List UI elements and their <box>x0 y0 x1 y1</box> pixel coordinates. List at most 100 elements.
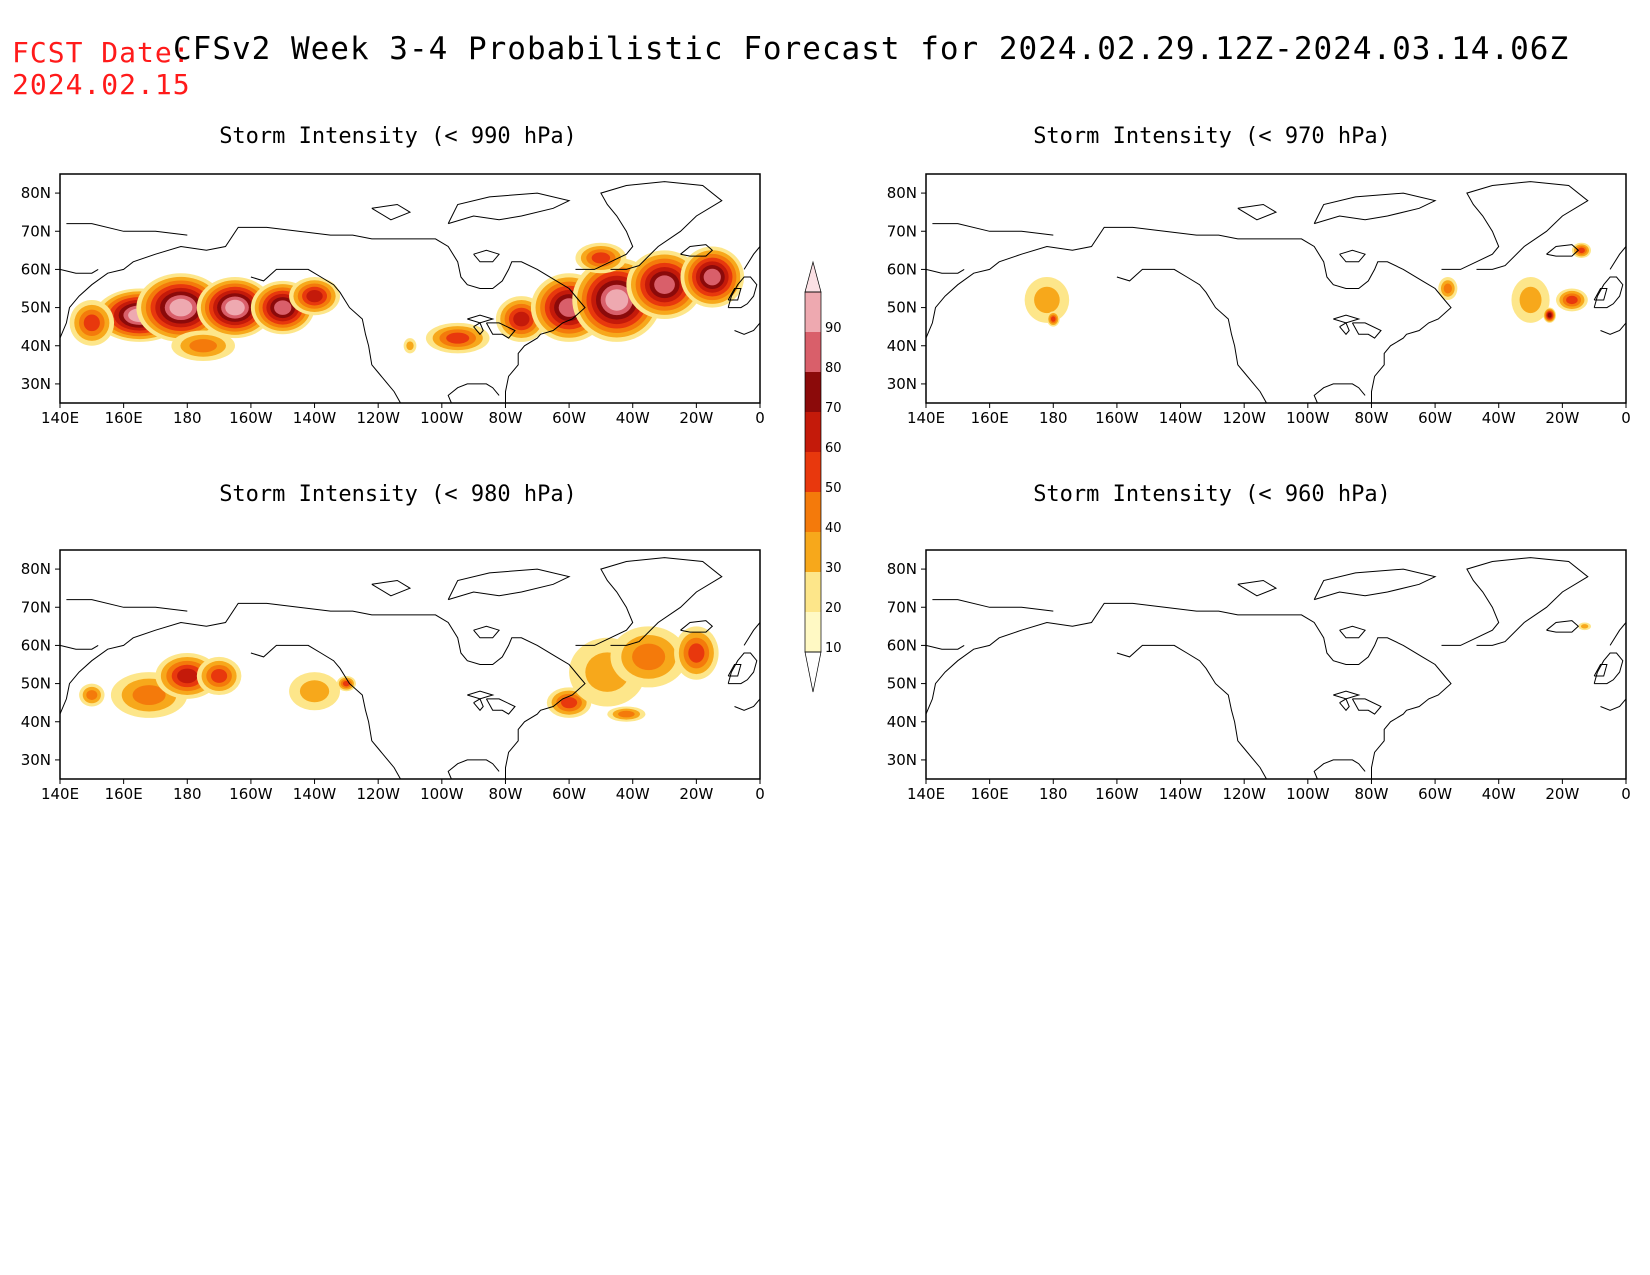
lon-tick-label: 40W <box>616 785 650 803</box>
p980-prob-region-6-40 <box>561 697 578 709</box>
coastline-1 <box>250 644 401 780</box>
coastline-7 <box>1600 322 1627 335</box>
legend-label-60: 60 <box>825 441 842 456</box>
p990-prob-region-4-50 <box>306 290 323 303</box>
lon-tick-label: 140W <box>1159 409 1203 427</box>
panel-title-980: Storm Intensity (< 980 hPa) <box>219 482 577 507</box>
lon-tick-label: 180 <box>1039 785 1068 803</box>
lat-tick-label: 50N <box>887 675 917 693</box>
coastline-0 <box>59 602 586 779</box>
legend-cap-top <box>804 260 822 293</box>
map-panel-970: 140E 160E 180 160W 140W 120W 100W 80W 60W 40W 20W 0… <box>887 173 1631 427</box>
lon-tick-label: 0 <box>755 409 765 427</box>
lon-tick-label: 40W <box>1482 409 1516 427</box>
lon-tick-label: 80W <box>1354 409 1388 427</box>
coastlines <box>59 557 761 780</box>
lat-tick-label: 70N <box>887 598 917 616</box>
coastline-8 <box>1609 246 1627 270</box>
coastline-16 <box>473 698 484 712</box>
coastline-2 <box>1313 383 1366 404</box>
coastline-7 <box>1600 698 1627 711</box>
lon-tick-label: 140W <box>293 785 337 803</box>
coastline-9 <box>1313 192 1437 225</box>
coastline-2 <box>447 383 500 404</box>
coastline-10 <box>1237 579 1278 597</box>
lat-tick-label: 70N <box>887 222 917 240</box>
lon-tick-label: 140W <box>1159 785 1203 803</box>
p970-prob-region-0-20 <box>1034 286 1060 314</box>
coastline-6 <box>1593 288 1608 301</box>
coastline-13 <box>932 223 1054 236</box>
lat-tick-label: 40N <box>887 713 917 731</box>
lon-tick-label: 120W <box>1222 409 1266 427</box>
coastline-10 <box>1237 203 1278 221</box>
lat-tick-label: 70N <box>21 222 51 240</box>
p990-prob-region-1-80 <box>169 298 193 317</box>
coastlines <box>925 181 1627 404</box>
lat-tick-label: 70N <box>21 598 51 616</box>
coastline-4 <box>680 620 714 633</box>
p990-prob-region-12-70 <box>654 275 675 295</box>
lon-tick-label: 100W <box>1286 409 1330 427</box>
p980-prob-region-10-30 <box>618 710 635 718</box>
coastline-8 <box>743 622 761 646</box>
coastline-3 <box>1441 181 1589 270</box>
coastline-3 <box>575 557 723 646</box>
lon-tick-label: 100W <box>420 785 464 803</box>
lon-tick-label: 140E <box>907 409 945 427</box>
coastline-3 <box>575 181 723 270</box>
legend-swatch-6 <box>805 372 821 412</box>
p970-prob-region-3-20 <box>1519 286 1542 314</box>
lon-tick-label: 20W <box>1545 785 1579 803</box>
lon-tick-label: 20W <box>1545 409 1579 427</box>
lat-tick-label: 80N <box>887 184 917 202</box>
map-panel-990: 140E 160E 180 160W 140W 120W 100W 80W 60W 40W 20W 0… <box>21 173 765 427</box>
p990-prob-region-2-80 <box>225 299 245 316</box>
p990-prob-region-5-40 <box>83 314 100 332</box>
coastline-8 <box>743 246 761 270</box>
coastline-15 <box>467 314 495 324</box>
legend-swatch-3 <box>805 492 821 532</box>
probability-field <box>79 626 719 722</box>
p990-prob-region-8-40 <box>446 332 470 344</box>
lon-tick-label: 100W <box>420 409 464 427</box>
legend-label-40: 40 <box>825 521 842 536</box>
p980-prob-region-3-30 <box>86 690 98 700</box>
coastline-1 <box>250 268 401 404</box>
coastline-13 <box>932 599 1054 612</box>
legend-label-10: 10 <box>825 641 842 656</box>
lat-tick-label: 30N <box>887 751 917 769</box>
legend-swatch-1 <box>805 572 821 612</box>
coastline-2 <box>1313 759 1366 780</box>
p970-prob-region-5-40 <box>1566 295 1578 305</box>
lon-tick-label: 80W <box>488 785 522 803</box>
coastline-3 <box>1441 557 1589 646</box>
lon-tick-label: 120W <box>356 785 400 803</box>
lat-tick-label: 50N <box>21 299 51 317</box>
lon-tick-label: 160W <box>229 409 273 427</box>
legend-frame <box>804 291 822 653</box>
lat-tick-label: 30N <box>887 375 917 393</box>
coastline-12 <box>925 268 965 274</box>
p980-prob-region-0-30 <box>132 685 166 705</box>
lon-tick-label: 20W <box>679 785 713 803</box>
coastline-14 <box>485 322 516 339</box>
coastline-6 <box>1593 664 1608 677</box>
legend-swatch-2 <box>805 532 821 572</box>
p970-prob-region-1-40 <box>1050 316 1056 322</box>
coastline-14 <box>485 698 516 715</box>
fcst-date-label: FCST Date: <box>12 36 191 69</box>
lon-tick-label: 60W <box>552 785 586 803</box>
lon-tick-label: 160W <box>1095 409 1139 427</box>
lon-tick-label: 20W <box>679 409 713 427</box>
legend-label-50: 50 <box>825 481 842 496</box>
legend-swatch-0 <box>805 612 821 652</box>
panel-title-990: Storm Intensity (< 990 hPa) <box>219 124 577 149</box>
lon-tick-label: 140E <box>41 409 79 427</box>
lon-tick-label: 120W <box>1222 785 1266 803</box>
legend-label-20: 20 <box>825 601 842 616</box>
coastline-0 <box>59 226 586 403</box>
coastline-15 <box>1333 314 1361 324</box>
lon-tick-label: 0 <box>1621 409 1631 427</box>
lon-tick-label: 160W <box>229 785 273 803</box>
